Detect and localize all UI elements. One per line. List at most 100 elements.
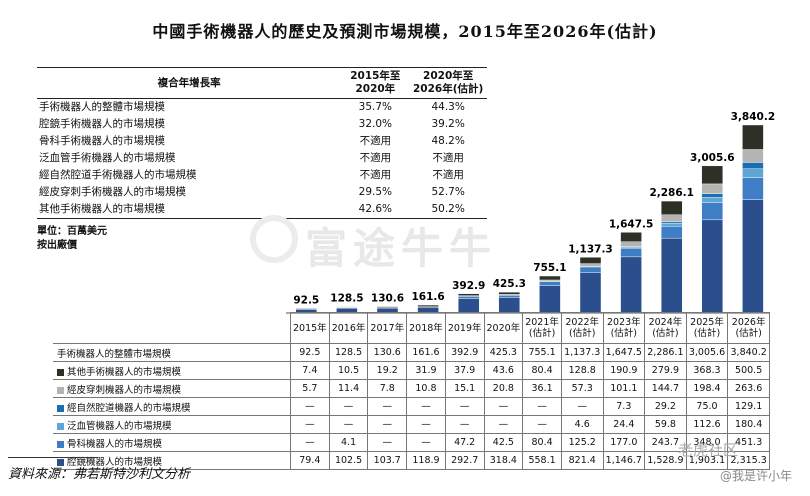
source-divider <box>8 457 98 458</box>
watermark-text: 富途牛牛 <box>305 224 498 273</box>
bar-segment-laparoscopic <box>742 199 764 314</box>
cagr-header-col2: 2020年至 2026年(估計) <box>409 67 487 99</box>
cagr-row: 手術機器人的整體市場規模 35.7% 44.3% <box>37 99 487 117</box>
bar-total-label: 755.1 <box>533 262 566 274</box>
bar-segment-other <box>701 165 723 185</box>
table-cell: — <box>406 397 446 416</box>
table-cell: — <box>367 433 408 452</box>
table-cell: — <box>328 415 369 434</box>
bar-segment-other <box>620 232 642 242</box>
table-row-label-text: 骨科機器人的市場規模 <box>67 438 163 450</box>
year-label: 2017年 <box>367 312 408 344</box>
table-cell: 180.4 <box>727 415 770 434</box>
table-cell: 7.3 <box>602 397 646 416</box>
bar-segment-orthopedic <box>661 226 683 239</box>
table-cell: 42.5 <box>483 433 524 452</box>
table-cell: 392.9 <box>444 343 485 362</box>
cagr-row: 經自然腔道手術機器人的市場規模 不適用 不適用 <box>37 167 487 184</box>
table-cell: 1,528.9 <box>644 451 687 470</box>
bar-segment-pan_vascular <box>742 168 764 178</box>
table-row-label-text: 泛血管機器人的市場規模 <box>67 420 172 432</box>
bar-segment-orthopedic <box>579 266 602 273</box>
table-row-label: 骨科機器人的市場規模 <box>53 433 291 452</box>
bar-total-label: 130.6 <box>371 293 404 305</box>
bar-segment-percutaneous <box>620 241 642 247</box>
table-cell: 79.4 <box>290 451 330 470</box>
table-row: 手術機器人的整體市場規模 92.5 128.5 130.6 161.6 392.9 425.… <box>53 343 770 362</box>
legend-swatch-icon <box>57 404 64 412</box>
table-cell: — <box>483 397 524 416</box>
table-cell: 3,840.2 <box>727 343 770 362</box>
bar-segment-percutaneous <box>579 263 602 267</box>
table-cell: 5.7 <box>290 379 330 398</box>
bar-segment-other <box>417 304 439 307</box>
bar-segment-other <box>336 306 358 308</box>
table-row: 骨科機器人的市場規模 —4.1— —47.2 42.5 80.4 125.2 177.0 24… <box>53 433 770 452</box>
bar-total-label: 425.3 <box>493 278 526 290</box>
table-cell: 425.3 <box>483 343 524 362</box>
cagr-value-2015-2020: 不適用 <box>359 152 392 164</box>
bar-segment-orthopedic <box>498 295 520 298</box>
table-cell: 128.8 <box>560 361 604 380</box>
year-label: 2026年 (估計) <box>727 312 770 344</box>
bar-segment-other <box>539 275 561 281</box>
bar-segment-laparoscopic <box>620 256 642 314</box>
table-cell: 7.4 <box>290 361 330 380</box>
table-cell: — <box>406 415 446 434</box>
cagr-row-label: 其他手術機器人的市場規模 <box>37 201 342 219</box>
bar-segment-pan_vascular <box>661 223 683 227</box>
bar-segment-laparoscopic <box>661 237 683 314</box>
cagr-row: 泛血管手術機器人的市場規模 不適用 不適用 <box>37 150 487 167</box>
bar-segment-other <box>498 291 520 295</box>
user-handle: @我是许小年 <box>720 469 793 483</box>
cagr-row-label: 腔鏡手術機器人的市場規模 <box>39 118 165 130</box>
cagr-table: 複合年增長率 2015年至 2020年 2020年至 2026年(估計) 手術機… <box>37 67 487 219</box>
table-cell: — <box>367 397 408 416</box>
table-header-row: 2015年 2016年 2017年 2018年 2019年 2020年 2021年 (估計)… <box>53 312 770 344</box>
bar-segment-orthopedic <box>701 202 723 221</box>
bar-segment-other <box>295 308 317 310</box>
bar-segment-percutaneous <box>539 279 561 282</box>
table-row-label-text: 腔鏡機器人的市場規模 <box>67 456 163 468</box>
table-cell: 130.6 <box>367 343 408 362</box>
bar-segment-orthopedic <box>742 177 764 200</box>
bar-segment-pan_vascular <box>701 197 723 203</box>
tiger-logo-text: 老虎社区 <box>678 441 739 459</box>
cagr-value-2020-2026: 52.7% <box>431 186 465 198</box>
table-cell: 2,286.1 <box>644 343 687 362</box>
legend-swatch-icon <box>57 422 64 430</box>
table-cell: 59.8 <box>644 415 687 434</box>
table-row-label: 其他手術機器人的市場規模 <box>53 361 291 380</box>
table-row-label: 泛血管機器人的市場規模 <box>53 415 291 434</box>
cagr-row: 骨科手術機器人的市場規模 不適用 48.2% <box>37 133 487 150</box>
source-text: 資料來源：弗若斯特沙利文分析 <box>8 467 191 482</box>
table-cell: 80.4 <box>522 433 562 452</box>
table-cell: 103.7 <box>367 451 408 470</box>
bar-total-label: 1,647.5 <box>609 218 654 230</box>
table-row-label-text: 經自然腔道機器人的市場規模 <box>67 402 191 414</box>
bar-total-label: 1,137.3 <box>568 243 613 255</box>
table-cell: 92.5 <box>290 343 330 362</box>
bar-segment-laparoscopic <box>498 297 520 314</box>
cagr-row-label: 泛血管手術機器人的市場規模 <box>39 152 176 164</box>
table-cell: 29.2 <box>644 397 687 416</box>
bar-segment-other <box>661 200 683 215</box>
year-label: 2016年 <box>328 312 369 344</box>
bar-segment-laparoscopic <box>539 285 561 314</box>
table-row-label-text: 手術機器人的整體市場規模 <box>57 348 172 360</box>
bar-total-label: 3,840.2 <box>731 111 776 123</box>
price-note: 按出廠價 <box>37 240 77 251</box>
bar-total-label: 392.9 <box>452 280 485 292</box>
table-row: 其他手術機器人的市場規模 7.4 10.5 19.2 31.9 37.9 43.6 80.4 1… <box>53 361 770 380</box>
table-cell: 128.5 <box>328 343 369 362</box>
table-cell: 558.1 <box>522 451 562 470</box>
year-label: 2019年 <box>444 312 485 344</box>
year-label: 2021年 (估計) <box>522 312 562 344</box>
year-label: 2023年 (估計) <box>602 312 646 344</box>
cagr-header-label: 複合年增長率 <box>37 67 342 99</box>
bar-segment-natural_orifice <box>701 193 723 198</box>
bar-segment-orthopedic <box>458 296 480 299</box>
table-cell: 20.8 <box>483 379 524 398</box>
table-cell: 36.1 <box>522 379 562 398</box>
table-cell: — <box>483 415 524 434</box>
